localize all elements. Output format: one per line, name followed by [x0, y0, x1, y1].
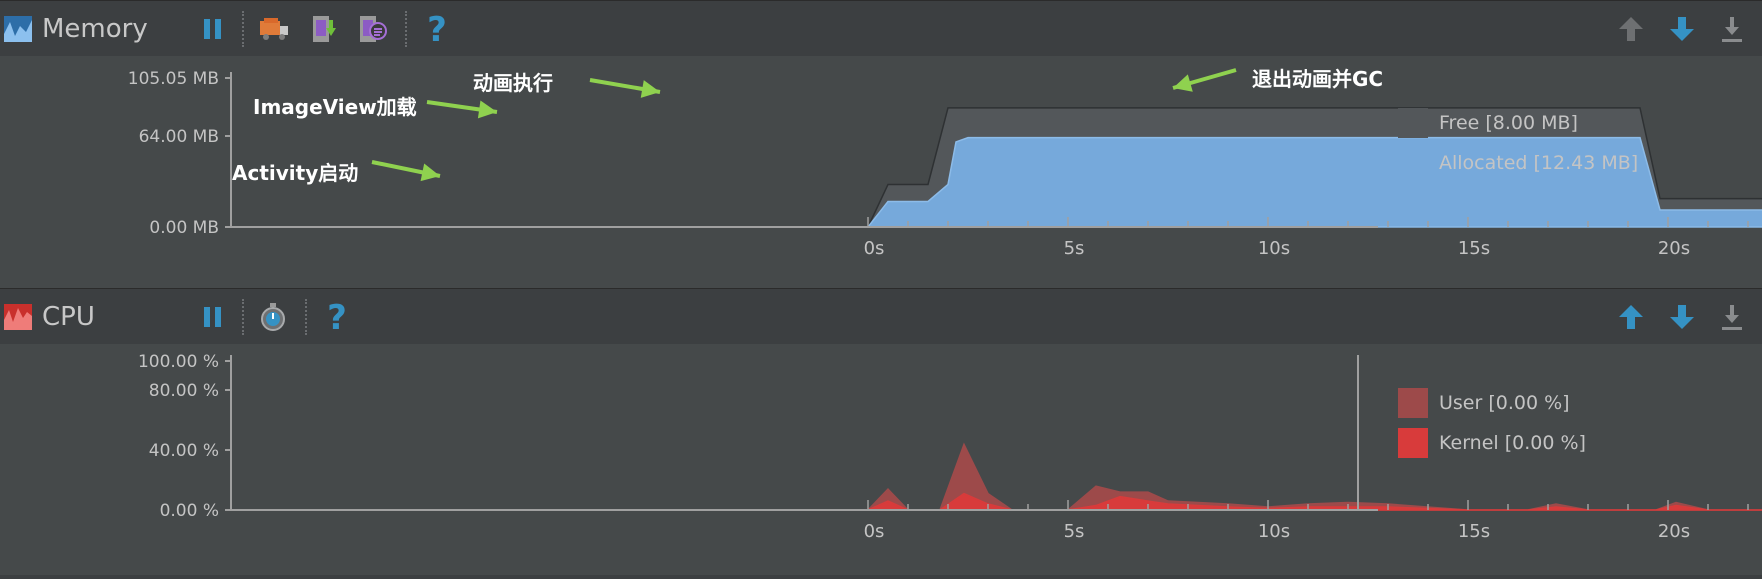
- legend-label-free: Free [8.00 MB]: [1439, 112, 1578, 134]
- memory-x-tick-label: 0s: [864, 238, 885, 259]
- cpu-y-tick-label: 80.00 %: [149, 381, 219, 401]
- arrow-up-icon[interactable]: [1614, 12, 1648, 46]
- annotation-imageview: ImageView加载: [253, 95, 417, 119]
- cpu-x-tick-label: 5s: [1064, 521, 1085, 542]
- download-icon[interactable]: [1715, 12, 1749, 46]
- allocation-tracking-icon[interactable]: [355, 12, 389, 46]
- help-icon[interactable]: ?: [420, 12, 454, 46]
- cpu-x-tick-label: 15s: [1458, 521, 1490, 542]
- cpu-x-tick-label: 10s: [1258, 521, 1290, 542]
- legend-swatch-free: [1398, 108, 1428, 138]
- annotation-arrowhead-imageview: [477, 100, 497, 119]
- legend-label-allocated: Allocated [12.43 MB]: [1439, 152, 1639, 174]
- annotation-arrowhead-activity: [420, 163, 440, 182]
- pause-icon[interactable]: [196, 300, 230, 334]
- legend-label-kernel: Kernel [0.00 %]: [1439, 432, 1586, 454]
- memory-chart-area: 105.05 MB 64.00 MB 0.00 MB 0s 5s 10s 15s 20s Act…: [0, 56, 1762, 288]
- cpu-toolbar: CPU ?: [0, 288, 1762, 345]
- legend-swatch-user: [1398, 388, 1428, 418]
- cpu-x-tick-label: 20s: [1658, 521, 1690, 542]
- cpu-chart: 100.00 % 80.00 % 40.00 % 0.00 % 0s 5s 10s 15s 20…: [138, 352, 1762, 542]
- cpu-monitor-icon: [4, 304, 32, 330]
- cpu-chart-area: 100.00 % 80.00 % 40.00 % 0.00 % 0s 5s 10s 15s 20…: [0, 344, 1762, 575]
- arrow-down-icon[interactable]: [1665, 12, 1699, 46]
- annotation-exit: 退出动画并GC: [1252, 67, 1383, 91]
- cpu-title: CPU: [42, 302, 95, 332]
- memory-x-tick-label: 10s: [1258, 238, 1290, 259]
- garbage-truck-icon[interactable]: [257, 12, 291, 46]
- arrow-up-icon[interactable]: [1614, 300, 1648, 334]
- stopwatch-icon[interactable]: [256, 300, 290, 334]
- memory-monitor-icon: [4, 16, 32, 42]
- legend-item-allocated: Allocated [12.43 MB]: [1398, 148, 1638, 178]
- svg-text:?: ?: [427, 12, 447, 46]
- legend-item-kernel: Kernel [0.00 %]: [1398, 428, 1586, 458]
- legend-swatch-allocated: [1398, 148, 1428, 178]
- pause-icon[interactable]: [196, 12, 230, 46]
- legend-label-user: User [0.00 %]: [1439, 392, 1570, 414]
- memory-toolbar: Memory ?: [0, 0, 1762, 57]
- toolbar-separator: [242, 11, 244, 47]
- help-icon[interactable]: ?: [320, 300, 354, 334]
- annotation-activity: Activity启动: [232, 161, 358, 185]
- annotation-arrowhead-exit: [1173, 74, 1193, 92]
- toolbar-separator: [242, 299, 244, 335]
- svg-text:?: ?: [327, 300, 347, 334]
- memory-y-tick-label: 105.05 MB: [128, 69, 219, 89]
- toolbar-separator: [305, 299, 307, 335]
- cpu-y-tick-label: 0.00 %: [160, 501, 219, 521]
- cpu-y-tick-label: 100.00 %: [138, 352, 219, 372]
- dump-heap-icon[interactable]: [306, 12, 340, 46]
- memory-series-allocated: [866, 136, 1762, 228]
- cpu-series-user: [866, 442, 1762, 511]
- legend-item-user: User [0.00 %]: [1398, 388, 1570, 418]
- memory-y-tick-label: 0.00 MB: [149, 218, 219, 238]
- cpu-x-tick-label: 0s: [864, 521, 885, 542]
- arrow-down-icon[interactable]: [1665, 300, 1699, 334]
- cpu-y-tick-label: 40.00 %: [149, 441, 219, 461]
- memory-x-tick-label: 15s: [1458, 238, 1490, 259]
- memory-title: Memory: [42, 14, 148, 44]
- memory-y-tick-label: 64.00 MB: [139, 127, 219, 147]
- cpu-series-kernel: [867, 492, 1762, 511]
- legend-swatch-kernel: [1398, 428, 1428, 458]
- memory-chart: 105.05 MB 64.00 MB 0.00 MB 0s 5s 10s 15s 20s Act…: [128, 67, 1762, 259]
- annotation-anim: 动画执行: [473, 71, 553, 95]
- annotation-arrowhead-anim: [640, 80, 660, 98]
- memory-x-tick-label: 20s: [1658, 238, 1690, 259]
- toolbar-separator: [405, 11, 407, 47]
- download-icon[interactable]: [1715, 300, 1749, 334]
- memory-x-tick-label: 5s: [1064, 238, 1085, 259]
- legend-item-free: Free [8.00 MB]: [1398, 108, 1578, 138]
